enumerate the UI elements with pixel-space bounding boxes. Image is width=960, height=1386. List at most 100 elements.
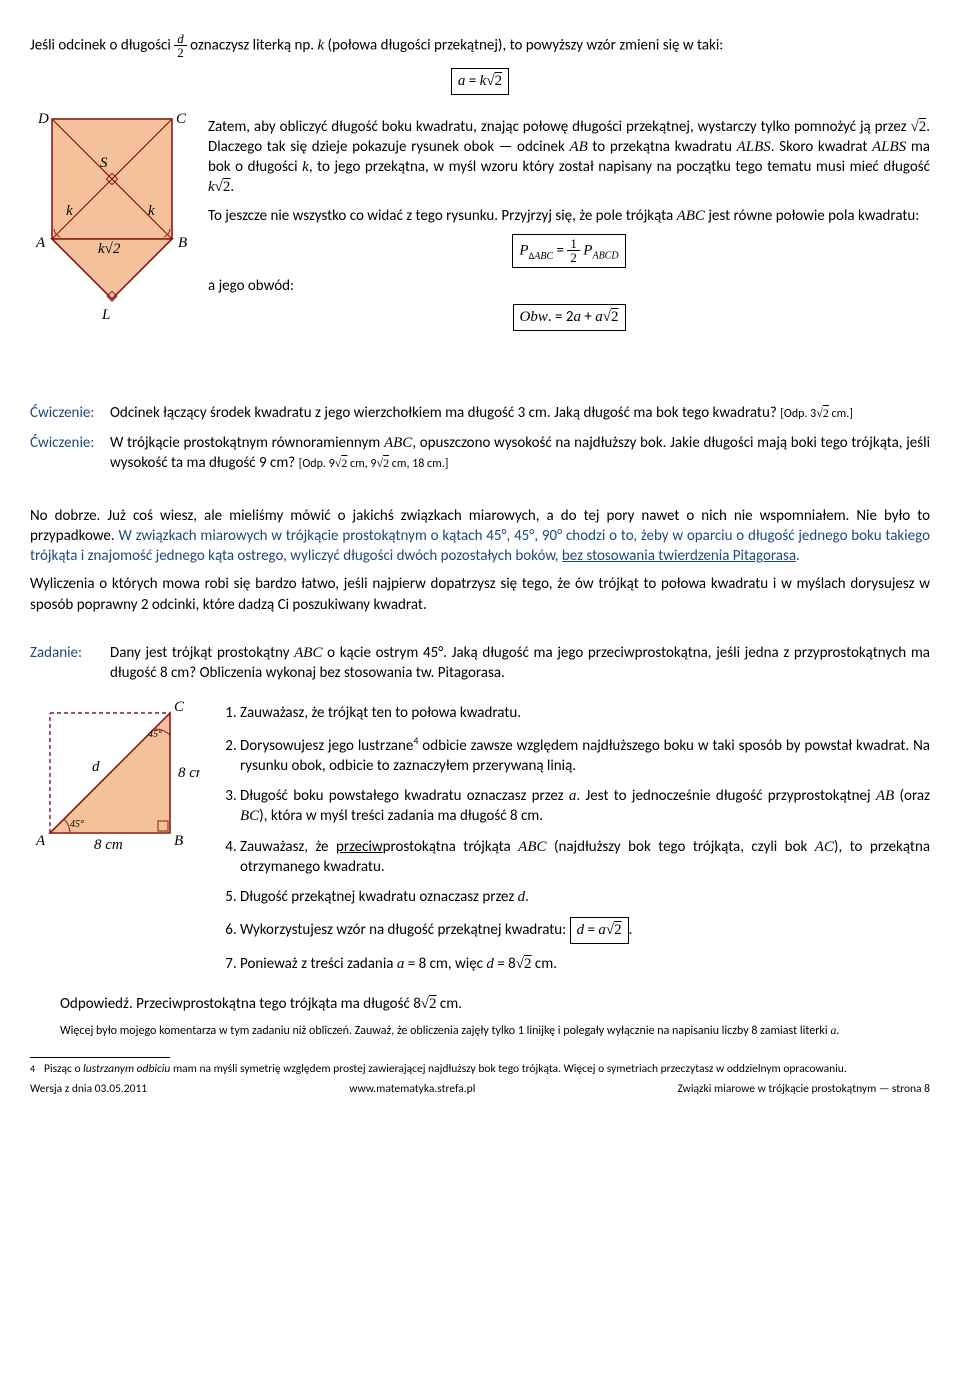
footer-right: Związki miarowe w trójkącie prostokątnym… [677,1082,930,1098]
t: cm. [437,995,463,1013]
t: Długość przekątnej kwadratu oznaczasz pr… [240,888,518,906]
svg-text:45°: 45° [148,729,162,740]
t: Dany jest trójkąt prostokątny [110,644,294,662]
t: . [629,921,633,939]
ex1-text: Odcinek łączący środek kwadratu z jego w… [110,403,930,423]
footnote: 4 Pisząc o lustrzanym odbiciu mam na myś… [30,1062,930,1078]
t: Długość boku powstałego kwadratu oznacza… [240,787,569,805]
step2: Dorysowujesz jego lustrzane4 odbicie zaw… [240,734,930,777]
t: przeciw [336,838,383,856]
t: . Skoro kwadrat [771,138,872,156]
p3: a jego obwód: [208,276,930,296]
ex1-ans: [Odp. 3√2 cm.] [780,407,853,421]
svg-text:8 cm: 8 cm [178,765,200,781]
t: Zauważasz, że [240,838,336,856]
svg-text:D: D [37,111,49,127]
albs: ALBS [737,139,771,155]
t: prostokątna trójkąta [383,838,519,856]
ex2-text: W trójkącie prostokątnym równoramiennym … [110,433,930,474]
sqrt2b: √2 [215,179,231,195]
formula-a-ksqrt2: a = k√2 [451,68,509,94]
t: ), która w myśl treści zadania ma długoś… [259,807,543,825]
steps-col: Zauważasz, że trójkąt ten to połowa kwad… [218,693,930,984]
sqrt2c: √2 [516,956,532,972]
t: Wykorzystujesz wzór na długość przekątne… [240,921,570,939]
t: . [796,547,800,565]
t: mam na myśli symetrię względem prostej z… [170,1062,846,1076]
formula-area: P∆ABC = 12 PABCD [512,234,625,268]
t: to przekątna kwadratu [588,138,737,156]
t: Zatem, aby obliczyć długość boku kwadrat… [208,118,910,136]
svg-text:S: S [100,155,108,171]
t: Odcinek łączący środek kwadratu z jego w… [110,404,780,422]
block1-text: Zatem, aby obliczyć długość boku kwadrat… [208,109,930,331]
t: (najdłuższy bok tego trójkąta, czyli bok [547,838,815,856]
exercise2: Ćwiczenie: W trójkącie prostokątnym równ… [30,433,930,474]
svg-text:C: C [176,111,187,127]
footer-left: Wersja z dnia 03.05.2011 [30,1082,147,1098]
sqrt2d: √2 [421,996,437,1012]
svg-text:L: L [101,307,110,323]
svg-text:d: d [92,759,100,775]
t: bez stosowania twierdzenia Pitagorasa [562,547,796,565]
svg-text:k: k [148,203,155,219]
ex-label: Ćwiczenie: [30,403,110,423]
footnote-text: Pisząc o lustrzanym odbiciu mam na myśli… [44,1062,847,1078]
block1: D C A B S k k k√2 L Zatem, aby obliczyć … [30,109,930,375]
t: oznaczysz literką np. [190,37,317,55]
footer-mid: www.matematyka.strefa.pl [349,1082,475,1098]
exercise1: Ćwiczenie: Odcinek łączący środek kwadra… [30,403,930,423]
formula3: Obw. = 2a + a√2 [208,304,930,330]
t: (oraz [894,787,930,805]
t: (połowa długości przekątnej), to powyższ… [328,37,724,55]
t: lustrzanym odbiciu [83,1062,170,1076]
para-combo: No dobrze. Już coś wiesz, ale mieliśmy m… [30,506,930,567]
svg-text:k: k [66,203,73,219]
svg-text:C: C [174,699,185,715]
step1: Zauważasz, że trójkąt ten to połowa kwad… [240,703,930,723]
svg-text:k√2: k√2 [98,241,121,257]
k: k [317,38,324,54]
t: . Jest to jednocześnie długość przyprost… [576,787,875,805]
comment: Więcej było mojego komentarza w tym zada… [60,1022,930,1039]
p2: To jeszcze nie wszystko co widać z tego … [208,206,930,226]
step5: Długość przekątnej kwadratu oznaczasz pr… [240,887,930,907]
t: W trójkącie prostokątnym równoramiennym [110,434,384,452]
step6: Wykorzystujesz wzór na długość przekątne… [240,917,930,943]
t: Więcej było mojego komentarza w tym zada… [60,1024,839,1038]
step7: Ponieważ z treści zadania a = 8 cm, więc… [240,954,930,974]
blue-text: W związkach miarowych w trójkącie prosto… [30,527,930,565]
svg-text:A: A [35,833,46,849]
p1: Zatem, aby obliczyć długość boku kwadrat… [208,117,930,198]
svg-text:45°: 45° [70,819,84,830]
ab: AB [569,139,587,155]
t: To jeszcze nie wszystko co widać z tego … [208,207,677,225]
k2: k [302,159,309,175]
frac-d2: d2 [174,32,187,60]
block2: 45° 45° A B C d 8 cm 8 cm Zauważasz, że … [30,693,930,984]
formula2: P∆ABC = 12 PABCD [208,234,930,268]
t: jest równe połowie pola kwadratu: [708,207,919,225]
diagram-square: D C A B S k k k√2 L [30,109,190,369]
zadanie-text: Dany jest trójkąt prostokątny ABC o kąci… [110,643,930,684]
t: Dorysowujesz jego lustrzane [240,737,413,755]
t: Odpowiedź. Przeciwprostokątna tego trójk… [60,995,421,1013]
diagram-triangle: 45° 45° A B C d 8 cm 8 cm [30,693,200,863]
t: = 8 [494,955,516,973]
footer: Wersja z dnia 03.05.2011 www.matematyka.… [30,1082,930,1098]
t: Zauważasz, że trójkąt ten to połowa kwad… [240,704,521,722]
footnote-num: 4 [30,1062,44,1078]
answer: Odpowiedź. Przeciwprostokątna tego trójk… [60,994,930,1014]
k3: k [208,179,215,195]
svg-text:B: B [178,235,187,251]
intro-line: Jeśli odcinek o długości d2 oznaczysz li… [30,32,930,60]
step3: Długość boku powstałego kwadratu oznacza… [240,786,930,827]
svg-text:A: A [35,235,46,251]
svg-text:8 cm: 8 cm [94,837,123,853]
ex-label: Ćwiczenie: [30,433,110,474]
abc2: ABC [384,435,412,451]
abc4: ABC [518,839,546,855]
albs2: ALBS [872,139,906,155]
abc: ABC [677,208,705,224]
diagram2-col: 45° 45° A B C d 8 cm 8 cm [30,693,200,869]
